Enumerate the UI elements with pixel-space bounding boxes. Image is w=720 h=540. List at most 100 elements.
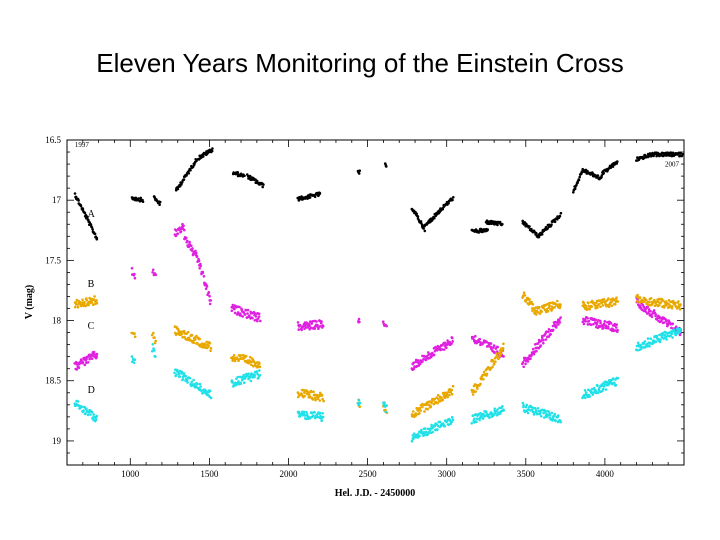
data-point xyxy=(450,342,454,345)
data-point xyxy=(551,328,555,332)
data-point xyxy=(182,224,185,228)
data-point xyxy=(671,336,674,339)
data-point xyxy=(665,319,668,323)
data-point xyxy=(90,226,94,229)
data-point xyxy=(158,200,162,204)
data-point xyxy=(195,251,198,255)
data-point xyxy=(320,419,324,423)
data-point xyxy=(543,416,546,419)
data-point xyxy=(153,349,156,352)
data-point xyxy=(600,384,604,388)
data-point xyxy=(95,299,98,302)
data-point xyxy=(521,361,525,364)
x-tick-label: 4000 xyxy=(596,469,615,479)
data-point xyxy=(318,192,322,195)
data-point xyxy=(176,187,180,191)
data-point xyxy=(95,301,99,305)
data-point xyxy=(596,306,599,309)
data-point xyxy=(424,358,428,362)
data-point xyxy=(498,349,502,352)
data-point xyxy=(208,302,212,306)
data-point xyxy=(602,387,605,391)
data-point xyxy=(153,336,156,339)
data-point xyxy=(485,372,489,376)
data-point xyxy=(482,412,485,416)
data-point xyxy=(584,396,587,400)
series-label-C: C xyxy=(88,321,95,332)
data-point xyxy=(318,411,322,415)
data-point xyxy=(154,339,157,343)
data-point xyxy=(186,381,189,384)
data-point xyxy=(532,352,536,356)
data-point xyxy=(83,302,86,306)
data-point xyxy=(420,428,423,432)
data-point xyxy=(597,302,601,306)
data-point xyxy=(315,320,318,323)
data-point xyxy=(312,414,315,417)
data-point xyxy=(500,349,504,353)
data-point xyxy=(451,340,455,343)
data-point xyxy=(660,319,663,323)
data-point xyxy=(587,301,590,305)
data-point xyxy=(207,291,211,294)
data-point xyxy=(312,390,315,394)
data-point xyxy=(416,215,420,218)
data-point xyxy=(547,410,551,414)
data-point xyxy=(478,337,482,341)
data-point xyxy=(205,340,208,344)
data-point xyxy=(558,321,562,324)
data-point xyxy=(357,403,361,407)
data-point xyxy=(244,309,248,312)
data-point xyxy=(658,340,662,344)
data-point xyxy=(89,413,92,416)
data-point xyxy=(321,415,325,419)
data-point xyxy=(557,414,560,417)
data-point xyxy=(670,305,674,308)
data-point xyxy=(130,360,134,364)
x-tick-label: 3500 xyxy=(517,469,536,479)
data-point xyxy=(208,342,212,345)
data-point xyxy=(246,312,249,315)
data-point xyxy=(81,298,84,302)
data-point xyxy=(151,268,155,272)
data-point xyxy=(489,342,493,345)
data-point xyxy=(445,393,449,396)
data-point xyxy=(650,315,654,319)
data-point xyxy=(611,165,615,168)
data-point xyxy=(319,414,322,418)
data-point xyxy=(549,301,552,305)
data-point xyxy=(244,354,248,358)
data-point xyxy=(547,306,551,310)
data-point xyxy=(614,303,617,306)
data-point xyxy=(550,223,553,226)
data-point xyxy=(636,349,639,352)
data-point xyxy=(308,196,312,199)
data-point xyxy=(586,317,589,320)
x-axis-title: Hel. J.D. - 2450000 xyxy=(335,488,416,499)
data-point xyxy=(358,169,362,172)
data-point xyxy=(602,298,606,301)
data-point xyxy=(437,397,440,401)
data-point xyxy=(535,313,538,316)
data-point xyxy=(313,327,317,331)
data-point xyxy=(422,431,426,434)
data-point xyxy=(521,401,525,405)
data-point xyxy=(433,216,436,220)
data-point xyxy=(208,294,211,298)
data-point xyxy=(524,405,528,409)
data-point xyxy=(670,307,674,310)
data-point xyxy=(318,325,322,328)
data-point xyxy=(498,221,502,224)
data-point xyxy=(231,381,235,384)
data-point xyxy=(450,388,454,392)
data-point xyxy=(316,324,319,327)
data-point xyxy=(310,390,313,394)
data-point xyxy=(659,338,662,342)
data-point xyxy=(615,323,618,327)
data-point xyxy=(421,405,424,409)
data-point xyxy=(137,197,140,200)
data-point xyxy=(496,408,499,411)
data-point xyxy=(246,308,250,312)
data-point xyxy=(196,382,199,386)
data-point xyxy=(547,330,550,334)
